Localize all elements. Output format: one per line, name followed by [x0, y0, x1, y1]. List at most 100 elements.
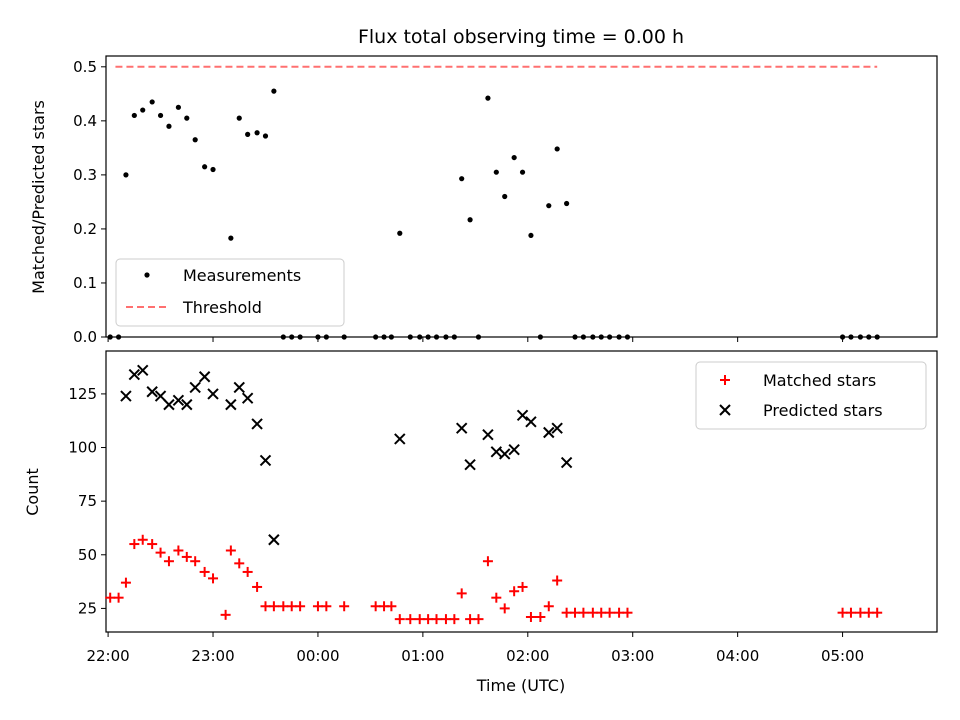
- measurements-point: [485, 95, 491, 101]
- matched-stars-point: [405, 614, 416, 625]
- measurements-point: [857, 334, 864, 340]
- matched-stars-point: [286, 601, 297, 612]
- measurements-point: [590, 334, 596, 340]
- measurements-point: [866, 334, 872, 340]
- threshold-legend-label: Threshold: [182, 298, 262, 317]
- predicted-stars-legend-marker-stroke: [719, 404, 731, 416]
- x-tick-label: 01:00: [401, 647, 444, 665]
- count-y-axis-label: Count: [23, 468, 42, 516]
- measurements-point: [443, 334, 449, 340]
- matched-stars-point: [173, 545, 184, 556]
- predicted-stars-point-stroke: [225, 398, 237, 411]
- matched-stars-point: [394, 614, 405, 625]
- predicted-stars-point: [525, 416, 537, 428]
- count-legend: Matched stars Predicted stars: [695, 361, 927, 430]
- measurements-point: [616, 334, 622, 340]
- measurements-point: [554, 146, 560, 152]
- measurements-point: [280, 334, 286, 340]
- measurements-legend-label: Measurements: [183, 266, 301, 285]
- predicted-stars-point: [189, 381, 201, 394]
- matched-stars-point: [147, 539, 158, 550]
- x-tick-label: 00:00: [296, 647, 339, 665]
- measurements-point: [184, 115, 190, 121]
- matched-stars-point: [129, 539, 140, 550]
- matched-stars-point: [837, 607, 848, 618]
- x-tick-label: 04:00: [716, 647, 759, 665]
- measurements-point: [373, 334, 379, 340]
- measurements-point: [236, 115, 242, 121]
- measurements-point: [425, 334, 431, 340]
- predicted-stars-point: [543, 426, 555, 439]
- matched-stars-point: [440, 614, 451, 625]
- measurements-point: [192, 137, 198, 143]
- ratio-legend-box: [115, 258, 345, 327]
- predicted-stars-point-stroke: [516, 409, 529, 422]
- ratio-y-tick-label: 0.0: [73, 328, 97, 346]
- ratio-plot-frame: [105, 55, 938, 338]
- predicted-stars-point: [464, 458, 476, 471]
- measurements-point: [598, 334, 604, 340]
- matched-stars-point: [431, 614, 442, 625]
- measurements-point: [175, 104, 181, 110]
- matched-stars-point: [242, 566, 253, 577]
- matched-stars-point: [845, 607, 856, 618]
- count-y-tick-label: 25: [78, 599, 97, 617]
- measurements-point: [564, 200, 570, 207]
- predicted-stars-point-stroke: [508, 443, 520, 456]
- measurements-point: [475, 334, 482, 340]
- predicted-stars-point: [259, 454, 272, 467]
- ratio-panel: 0.0 0.1 0.2 0.3 0.4 0.5 Matched/Predicted sta…: [29, 55, 938, 346]
- count-y-axis: 25 50 75 100 125: [68, 385, 106, 617]
- predicted-stars-point-stroke: [525, 416, 537, 428]
- matched-stars-point: [190, 556, 201, 567]
- measurements-point: [388, 334, 394, 340]
- matched-stars-point: [449, 614, 460, 625]
- count-x-axis: 22:00 23:00 00:00 01:00 02:00 03:00 04:00 05:00: [86, 632, 864, 665]
- measurements-point: [245, 131, 251, 137]
- measurements-point: [289, 334, 295, 340]
- matched-stars-point: [105, 592, 116, 603]
- matched-stars-point: [234, 558, 245, 569]
- measurements-point: [502, 193, 508, 200]
- measurements-point: [580, 334, 587, 340]
- x-tick-label: 02:00: [506, 647, 549, 665]
- count-plot-area: [105, 364, 883, 625]
- predicted-stars-point: [455, 422, 468, 434]
- measurements-point: [315, 334, 321, 340]
- predicted-stars-point: [268, 534, 280, 546]
- predicted-stars-point-stroke: [198, 371, 211, 383]
- measurements-point: [451, 334, 457, 340]
- measurements-point: [210, 166, 216, 173]
- matched-stars-point: [517, 581, 528, 592]
- predicted-stars-point: [490, 446, 503, 458]
- predicted-stars-point: [508, 443, 520, 456]
- predicted-stars-point: [120, 390, 132, 402]
- predicted-stars-legend-marker: [719, 404, 731, 416]
- matched-stars-point: [181, 551, 192, 562]
- measurements-point: [262, 133, 269, 139]
- matched-stars-point: [386, 601, 397, 612]
- matched-stars-point: [120, 577, 131, 588]
- predicted-stars-point-stroke: [154, 390, 167, 402]
- matched-stars-point: [312, 601, 323, 612]
- measurements-point: [607, 334, 613, 340]
- x-tick-label: 05:00: [821, 647, 864, 665]
- predicted-stars-point-stroke: [251, 418, 263, 430]
- predicted-stars-point: [207, 388, 219, 400]
- matched-stars-point: [491, 592, 502, 603]
- matched-stars-point: [414, 614, 425, 625]
- matched-stars-point: [614, 607, 625, 618]
- matched-stars-point: [473, 614, 484, 625]
- matched-stars-point: [499, 603, 510, 614]
- measurements-point: [459, 176, 465, 182]
- predicted-stars-point-stroke: [499, 448, 511, 460]
- matched-stars-point: [855, 607, 866, 618]
- matched-stars-point: [482, 556, 493, 567]
- matched-stars-point: [225, 545, 236, 556]
- count-panel: 25 50 75 100 125 22:00 23:00 00:00 01:00 02:00 03…: [23, 350, 938, 665]
- matched-stars-point: [872, 607, 883, 618]
- predicted-stars-point: [163, 398, 175, 411]
- measurements-point: [528, 232, 534, 239]
- predicted-stars-point: [241, 392, 254, 404]
- measurements-point: [537, 334, 543, 340]
